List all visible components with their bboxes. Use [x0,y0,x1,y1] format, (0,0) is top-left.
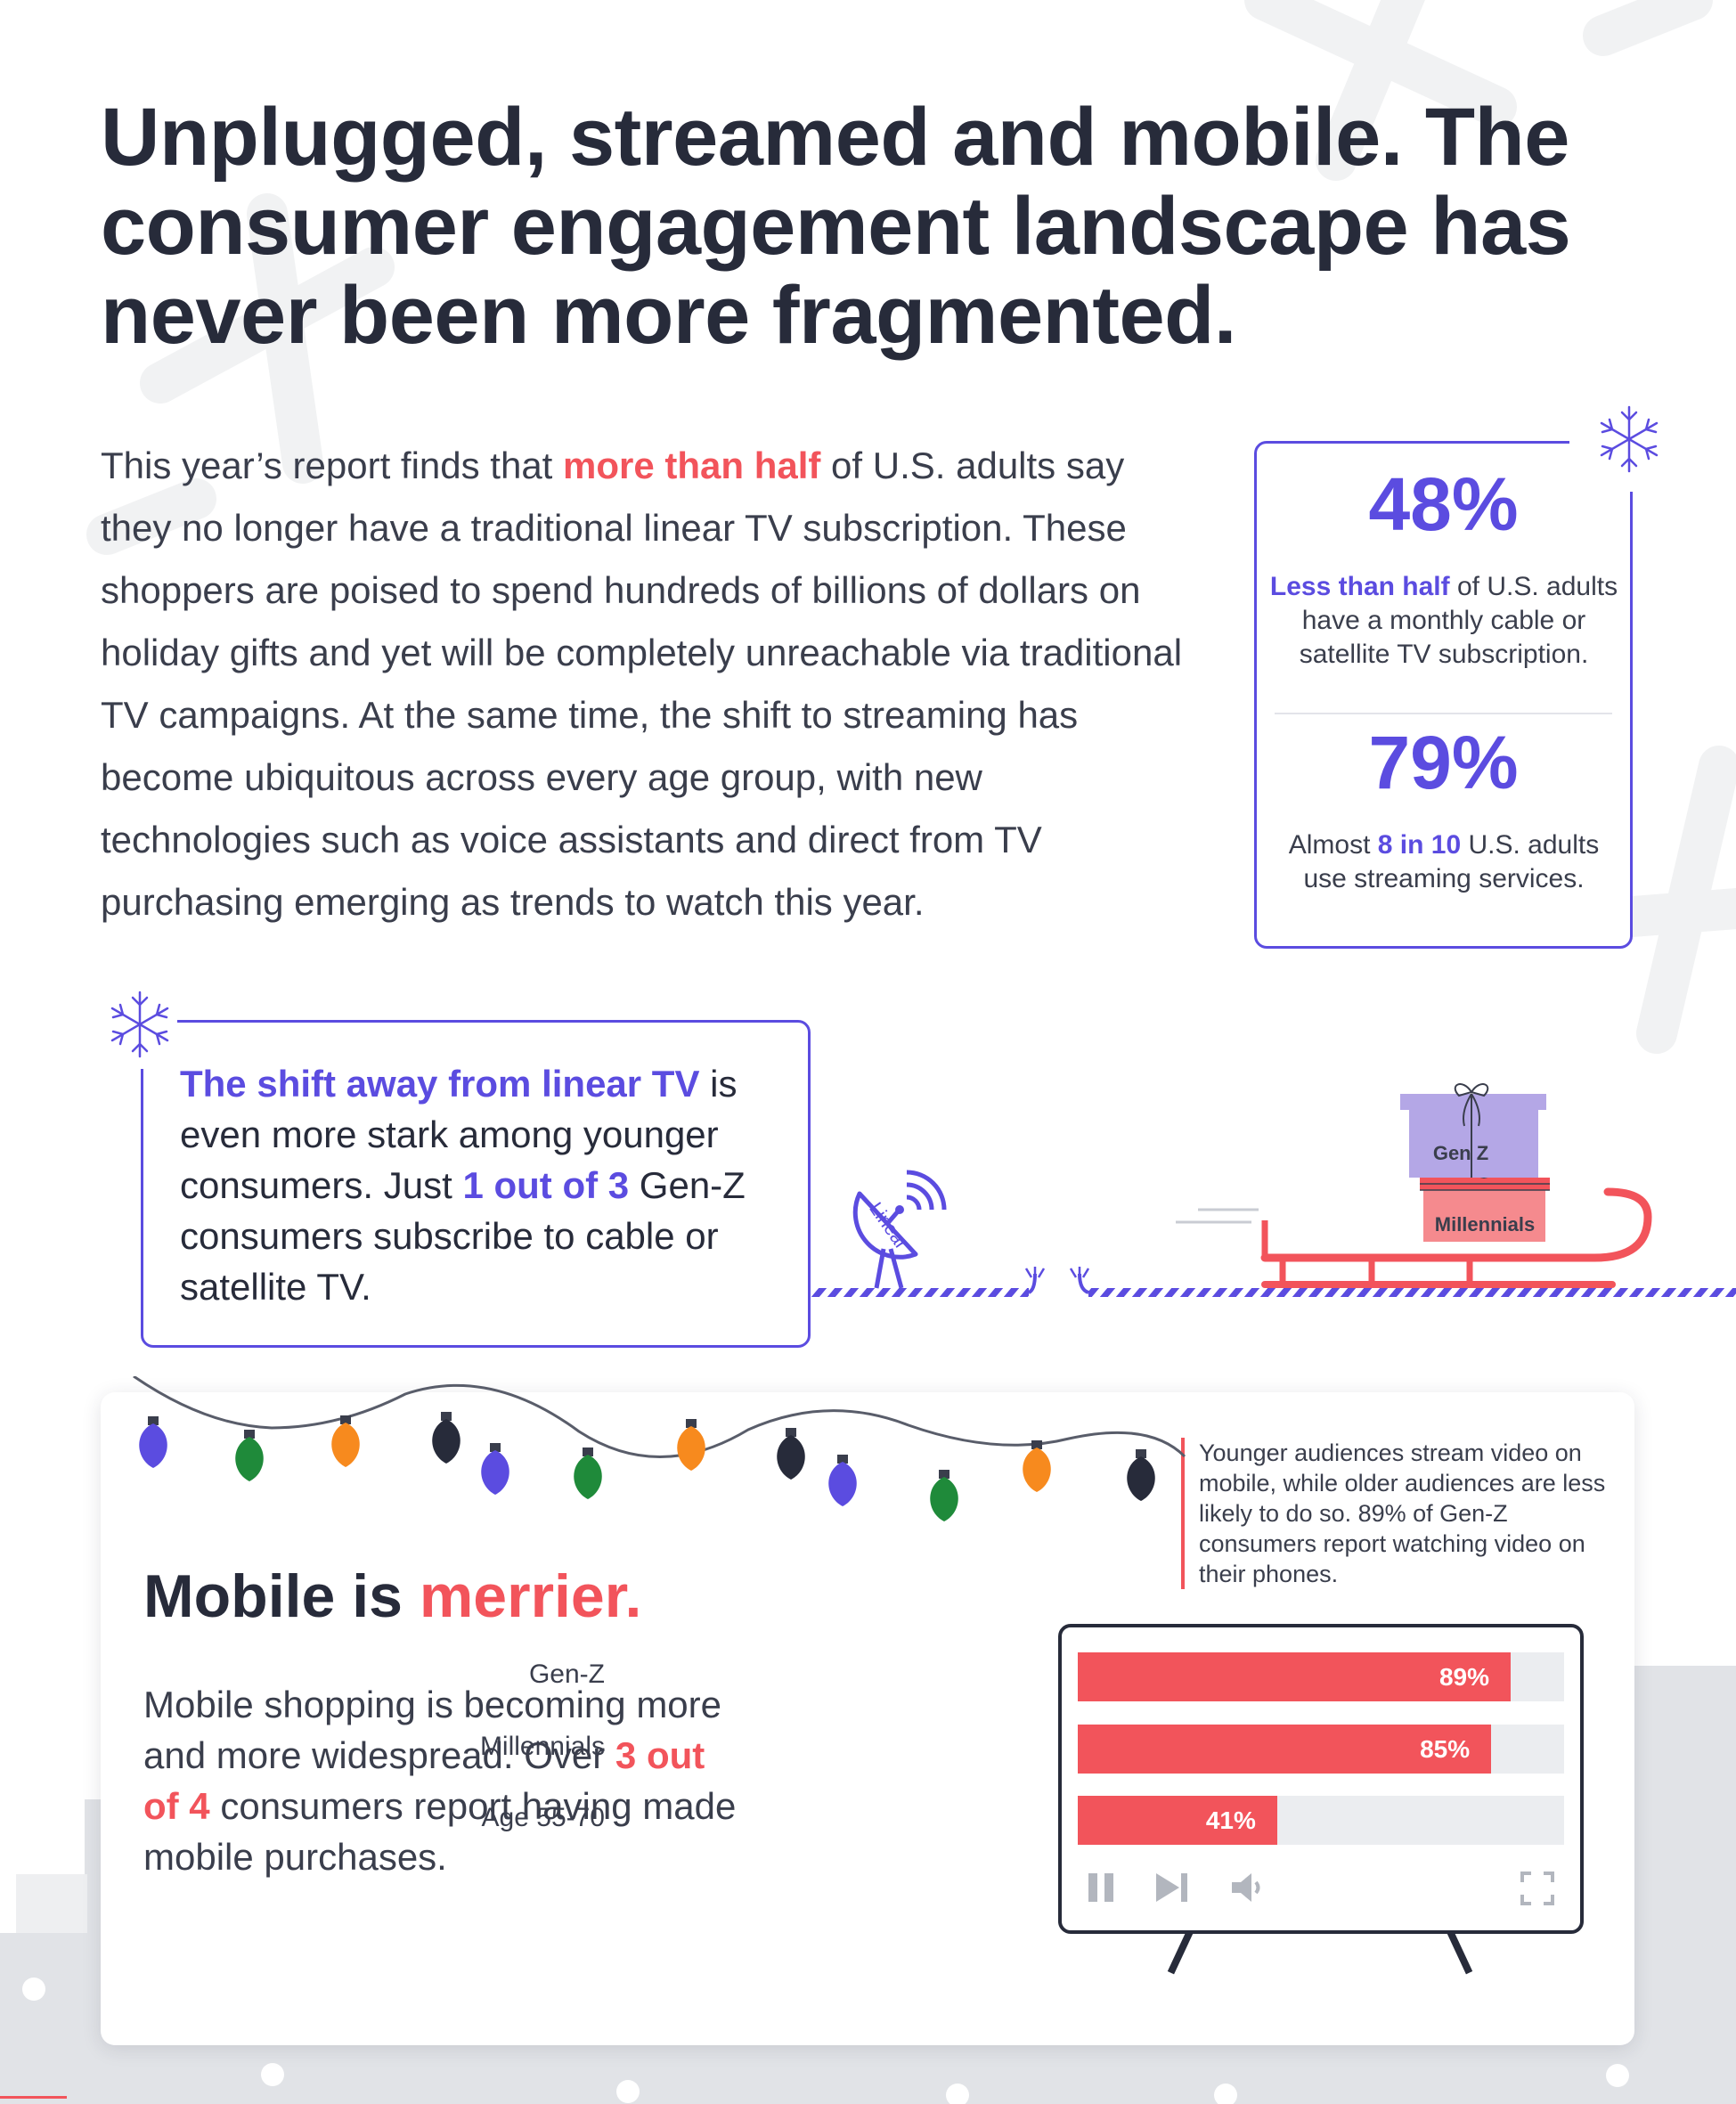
volume-icon[interactable] [1230,1872,1269,1904]
title-line-2: consumer engagement landscape has [101,181,1571,272]
intro-highlight: more than half [563,444,821,486]
light-bulb [677,1426,705,1471]
mobile-heading-highlight: merrier. [419,1562,642,1630]
light-bulb [432,1419,460,1464]
mobile-heading: Mobile is merrier. [143,1562,641,1631]
shift-text: The shift away from linear TV is even mo… [180,1058,795,1312]
tv-leg-left [1167,1930,1194,1975]
falling-snow [22,1978,1629,2104]
light-bulb-cap [786,1428,796,1437]
stat-79-description: Almost 8 in 10 U.S. adults use streaming… [1266,828,1622,896]
light-bulb-cap [340,1415,351,1424]
shift-highlight-1: The shift away from linear TV [180,1063,700,1105]
title-line-3: never been more fragmented. [101,270,1236,361]
light-bulb [1023,1448,1051,1492]
stat-79-highlight: 8 in 10 [1377,830,1462,860]
light-bulb-cap [686,1419,697,1428]
stat-48-highlight: Less than half [1269,572,1450,601]
bar-label-millennials: Millennials [479,1732,605,1761]
stat-48-description: Less than half of U.S. adults have a mon… [1266,570,1622,672]
light-bulb-cap [244,1430,255,1439]
light-bulb [1127,1456,1155,1501]
mobile-body-highlight: 3 out of 4 [143,1734,705,1827]
shift-text-1: is even more stark among younger consume… [180,1063,738,1206]
mobile-body-after: consumers report having made mobile purc… [143,1785,737,1878]
light-bulb-cap [583,1448,593,1456]
light-bulb-cap [490,1443,501,1452]
shift-text-2: Gen-Z consumers subscribe to cable or sa… [180,1164,746,1308]
stat-79-prefix: Almost [1288,830,1378,860]
gift-icon: Millennials Gen Z [1400,1083,1550,1242]
bar-gen-z [1078,1652,1511,1701]
light-bulb [331,1423,360,1467]
skip-icon[interactable] [1154,1872,1190,1904]
stat-48-value: 48% [1368,462,1519,546]
light-bulb [235,1437,264,1481]
stats-card: 48% Less than half of U.S. adults have a… [1254,438,1641,949]
gift-top-label: Gen Z [1433,1142,1488,1164]
stat-79-value: 79% [1368,721,1519,804]
stat-48-text: of U.S. adults have a monthly cable or s… [1299,572,1618,669]
shift-highlight-2: 1 out of 3 [462,1164,630,1206]
bar-millennials [1078,1725,1492,1774]
background-snowflake-icon [86,0,1736,1054]
bar-track-gen-z: 89% [1078,1652,1564,1701]
light-bulb [828,1462,857,1506]
left-runner [811,1267,1046,1297]
bar-track-age-55-70: 41% [1078,1796,1564,1845]
snowflake-icon [110,991,169,1058]
mobile-body-before: Mobile shopping is becoming more and mor… [143,1684,722,1776]
mobile-body: Mobile shopping is becoming more and mor… [143,1679,749,1882]
light-bulb-cap [1031,1440,1042,1449]
sleigh-icon [1176,1187,1652,1288]
light-bulb-cap [148,1416,159,1425]
light-bulb [481,1450,509,1495]
intro-paragraph: This year’s report finds that more than … [101,435,1196,934]
snowflake-icon [1600,405,1659,473]
light-bulb-cap [441,1412,452,1421]
intro-text-after: of U.S. adults say they no longer have a… [101,444,1183,923]
intro-text-before: This year’s report finds that [101,444,564,486]
bar-value-millennials: 85% [1420,1735,1471,1763]
pause-icon[interactable] [1087,1872,1117,1904]
gift-bottom-label: Millennials [1435,1213,1535,1235]
light-bulb [930,1477,958,1521]
light-bulb [139,1423,167,1468]
bar-value-age-55-70: 41% [1205,1806,1256,1834]
string-lights-icon [133,1376,1186,1521]
satellite-dish-icon: Linear [852,1170,947,1289]
bar-label-gen-z: Gen-Z [528,1660,605,1689]
streaming-note: Younger audiences stream video on mobile… [1181,1438,1618,1589]
light-bulb [574,1455,602,1499]
right-runner [1069,1267,1736,1297]
bar-age-55-70 [1078,1796,1277,1845]
page-title: Unplugged, streamed and mobile. The cons… [101,93,1615,360]
bar-value-gen-z: 89% [1439,1663,1489,1691]
light-bulb [777,1435,805,1480]
bar-track-millennials: 85% [1078,1725,1564,1774]
tv-leg-right [1447,1930,1473,1975]
light-bulb-cap [1136,1449,1146,1458]
fullscreen-icon[interactable] [1520,1872,1554,1905]
stats-divider [1275,713,1612,714]
sleigh-illustration: Linear Millennials Gen Z [811,1083,1736,1297]
title-line-1: Unplugged, streamed and mobile. The [101,92,1569,183]
mobile-heading-plain: Mobile is [143,1562,420,1630]
light-bulb-cap [939,1470,950,1479]
shift-card: The shift away from linear TV is even mo… [133,1015,811,1348]
bar-label-age-55-70: Age 55-70 [481,1803,605,1832]
mobile-panel: Mobile is merrier. Mobile shopping is be… [101,1392,1634,2045]
stat-79-text: U.S. adults use streaming services. [1303,830,1600,893]
light-bulb-cap [837,1455,848,1464]
